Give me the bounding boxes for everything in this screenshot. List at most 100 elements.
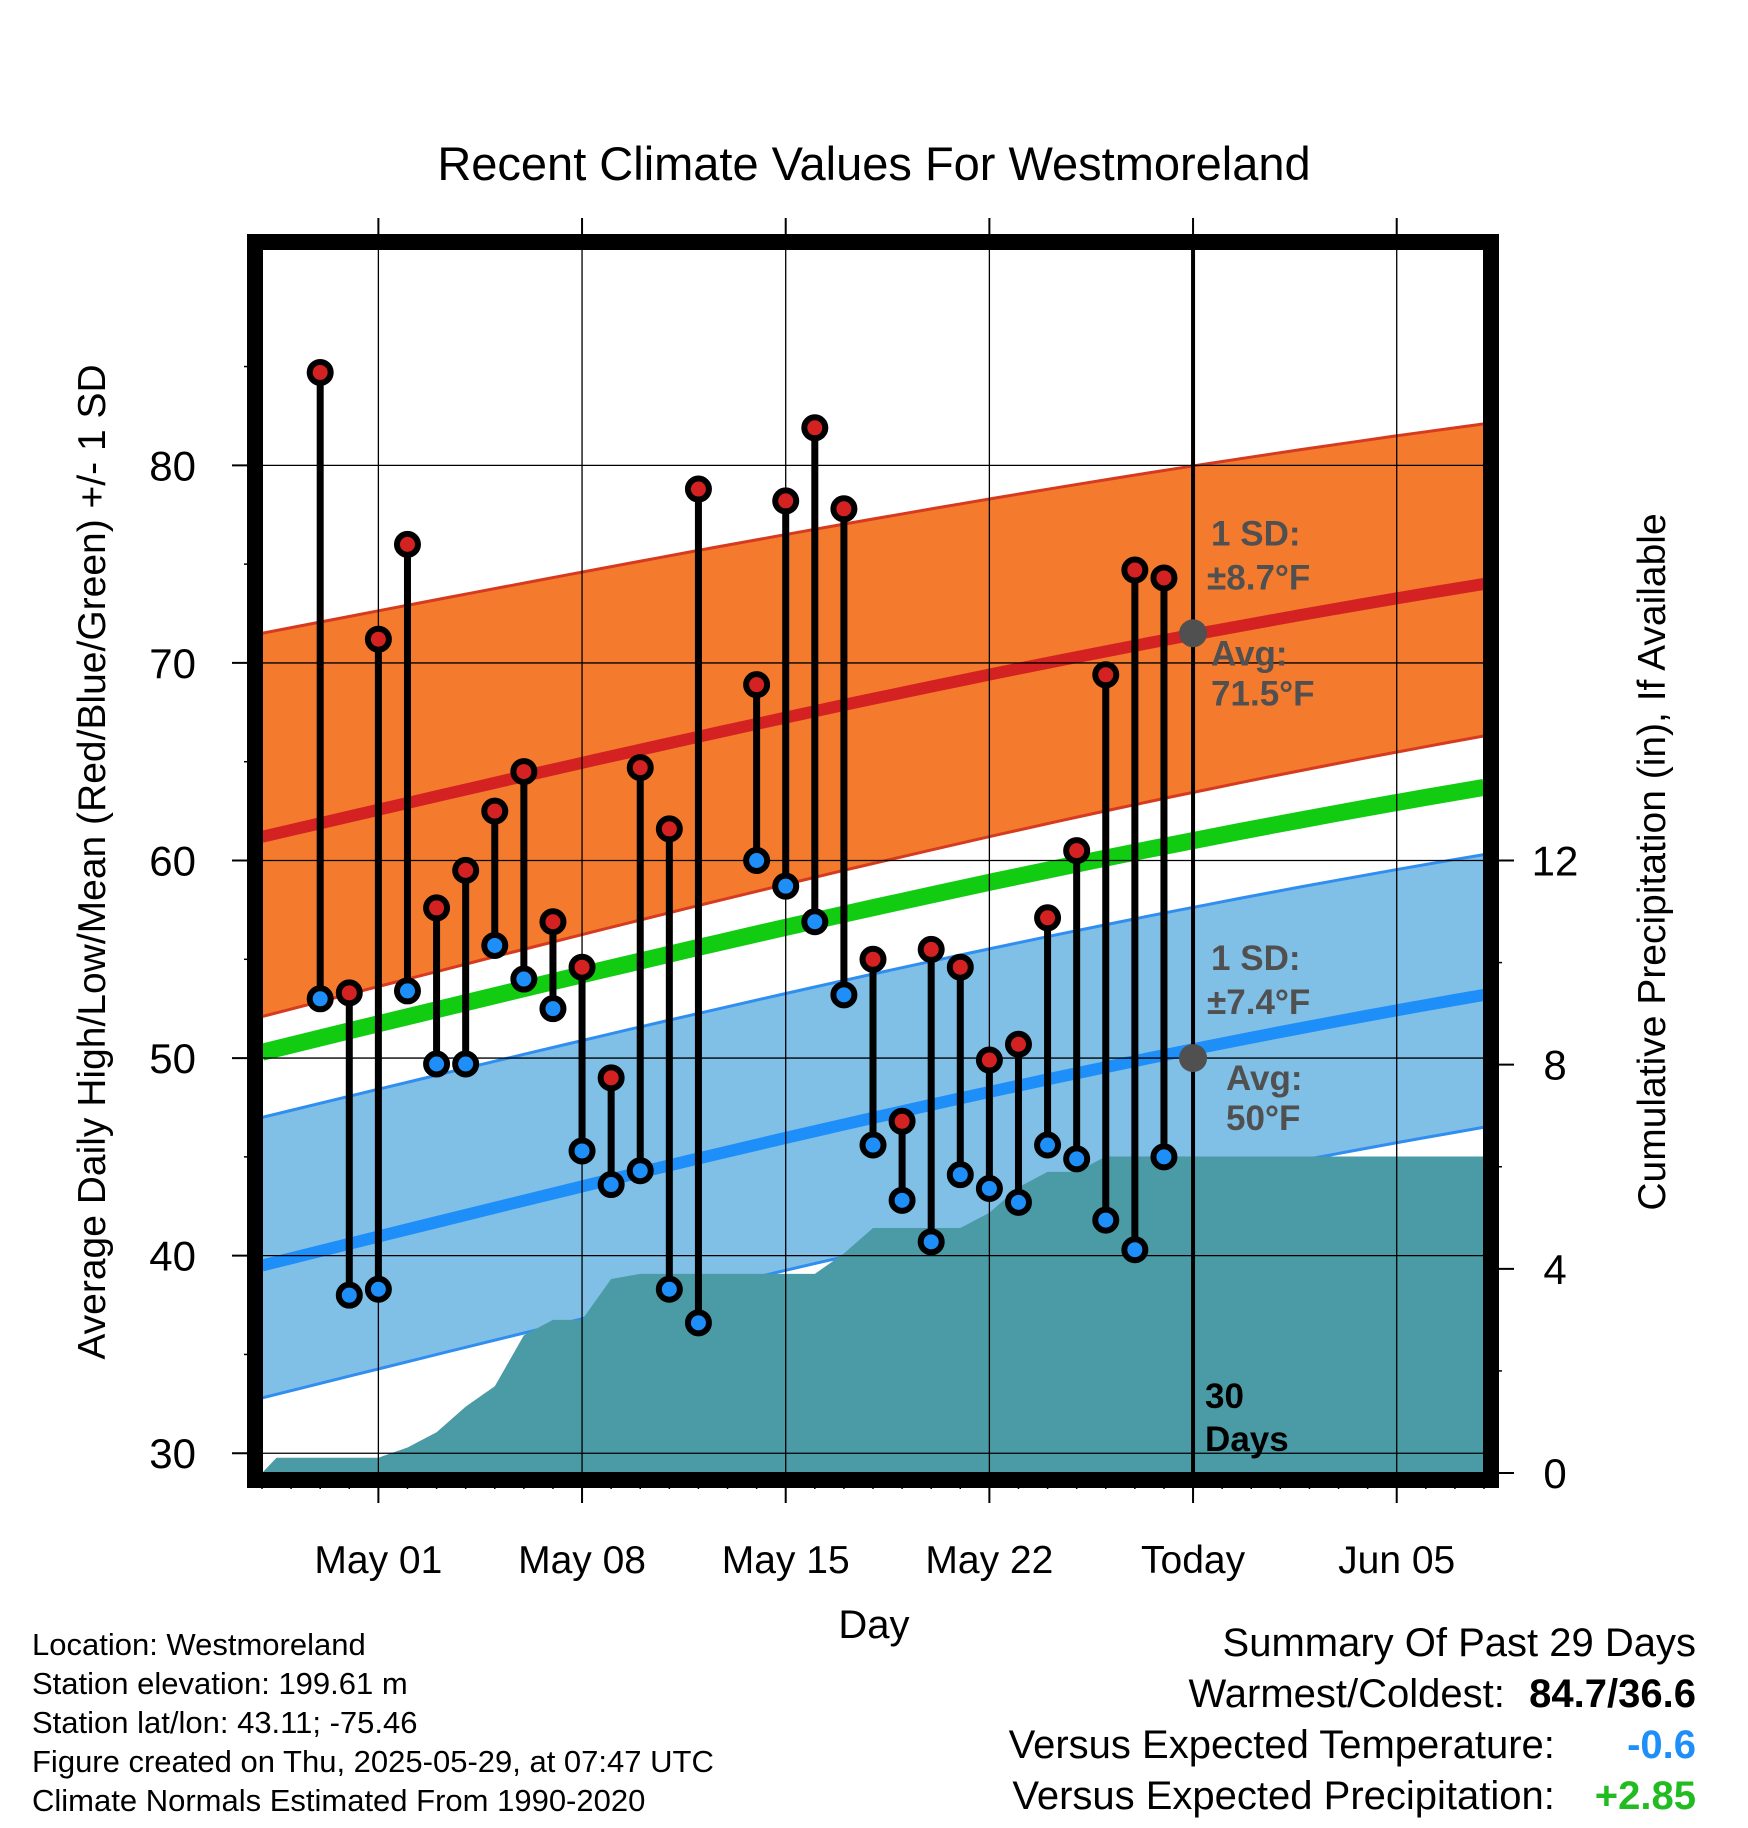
high-point [772, 487, 800, 515]
x-axis-label: Day [838, 1603, 909, 1647]
precip-label: Versus Expected Precipitation: [1012, 1774, 1555, 1818]
summary-warm-cold: Warmest/Coldest: 84.7/36.6 [1009, 1669, 1697, 1720]
low-point [946, 1161, 974, 1189]
high-point [481, 797, 509, 825]
high-point [1121, 556, 1149, 584]
y2-axis-label: Cumulative Precipitation (in), If Availa… [1631, 513, 1674, 1210]
low-point [539, 995, 567, 1023]
high-point [975, 1046, 1003, 1074]
high-point [539, 908, 567, 936]
y-tick-label: 80 [149, 442, 196, 489]
low-point [393, 977, 421, 1005]
summary-temp: Versus Expected Temperature: -0.6 [1009, 1720, 1696, 1771]
low-point [743, 847, 771, 874]
plot-frame [247, 234, 1499, 1488]
summary-title: Summary Of Past 29 Days [1222, 1621, 1696, 1665]
high-point [510, 758, 538, 786]
chart-title: Recent Climate Values For Westmoreland [437, 137, 1310, 190]
low-point [888, 1186, 916, 1214]
y-tick-label: 50 [149, 1035, 196, 1082]
low-point [597, 1171, 625, 1199]
temp-value: -0.6 [1627, 1723, 1696, 1767]
precip-value: +2.85 [1594, 1774, 1696, 1818]
y2-tick-label: 12 [1532, 838, 1579, 885]
temp-label: Versus Expected Temperature: [1008, 1723, 1555, 1767]
high-point [306, 358, 334, 386]
low-point [859, 1131, 887, 1159]
high-point [452, 856, 480, 884]
low-point [917, 1228, 945, 1256]
high-sd-upper-line [262, 422, 1484, 635]
high-normal-line [262, 577, 1484, 843]
low-point [364, 1275, 392, 1303]
low-point [568, 1137, 596, 1165]
today-days-label: Days [1205, 1420, 1289, 1459]
high-point [801, 414, 829, 442]
summary-panel: Summary Of Past 29 Days Warmest/Coldest:… [1009, 1618, 1696, 1822]
low-point [1063, 1145, 1091, 1173]
low-point [1034, 1131, 1062, 1159]
x-tick-label: May 22 [925, 1539, 1053, 1582]
low-point [335, 1281, 363, 1309]
x-tick-label: Jun 05 [1338, 1539, 1455, 1582]
low-sd-label: 1 SD: [1211, 939, 1300, 978]
high-point [1034, 904, 1062, 932]
y2-tick-label: 8 [1543, 1042, 1566, 1089]
latlon-text: Station lat/lon: 43.11; -75.46 [32, 1705, 418, 1740]
low-point [510, 965, 538, 993]
low-point [1004, 1188, 1032, 1216]
low-point [626, 1157, 654, 1185]
low-avg-label: Avg: [1226, 1059, 1302, 1098]
low-point [306, 985, 334, 1013]
high-point [364, 625, 392, 653]
low-avg-value: 50°F [1226, 1099, 1300, 1138]
high-sd-label: 1 SD: [1211, 514, 1300, 553]
low-point [655, 1275, 683, 1303]
x-tick-label: Today [1141, 1539, 1246, 1582]
location-text: Location: Westmoreland [32, 1627, 366, 1662]
high-point [626, 754, 654, 782]
x-tick-label: May 15 [722, 1539, 850, 1582]
warm-cold-value: 84.7/36.6 [1529, 1672, 1696, 1716]
station-info: Location: Westmoreland Station elevation… [32, 1625, 714, 1820]
high-point [684, 475, 712, 503]
high-point [597, 1064, 625, 1092]
x-tick-label: May 01 [314, 1539, 442, 1582]
high-point [830, 495, 858, 523]
low-point [801, 908, 829, 936]
low-point [975, 1174, 1003, 1202]
y2-tick-label: 4 [1543, 1246, 1566, 1293]
normals-text: Climate Normals Estimated From 1990-2020 [32, 1783, 646, 1818]
y-axis-label: Average Daily High/Low/Mean (Red/Blue/Gr… [71, 364, 114, 1359]
today-days-number: 30 [1205, 1377, 1244, 1416]
warm-cold-label: Warmest/Coldest: [1188, 1672, 1505, 1716]
high-sd-band [262, 423, 1484, 1017]
high-point [1150, 564, 1178, 592]
high-point [946, 953, 974, 981]
high-point [568, 953, 596, 981]
high-point [423, 894, 451, 922]
high-sd-value: ±8.7°F [1207, 558, 1310, 597]
low-point [1092, 1206, 1120, 1234]
low-point [830, 981, 858, 1009]
high-point [743, 671, 771, 699]
x-tick-label: May 08 [518, 1539, 646, 1582]
low-point [481, 931, 509, 959]
y2-tick-label: 0 [1543, 1450, 1566, 1497]
high-avg-value: 71.5°F [1211, 674, 1315, 713]
low-point [772, 872, 800, 900]
high-point [1004, 1030, 1032, 1058]
high-point [1063, 837, 1091, 865]
high-point [1092, 661, 1120, 689]
precipitation-area [262, 1156, 1484, 1473]
low-point [1150, 1143, 1178, 1171]
low-point [423, 1050, 451, 1078]
high-point [335, 979, 363, 1007]
high-point [393, 530, 421, 558]
low-point [452, 1050, 480, 1078]
low-avg-marker [1179, 1044, 1208, 1073]
high-point [655, 815, 683, 843]
high-point [859, 945, 887, 973]
summary-precip: Versus Expected Precipitation: +2.85 [1009, 1771, 1696, 1822]
